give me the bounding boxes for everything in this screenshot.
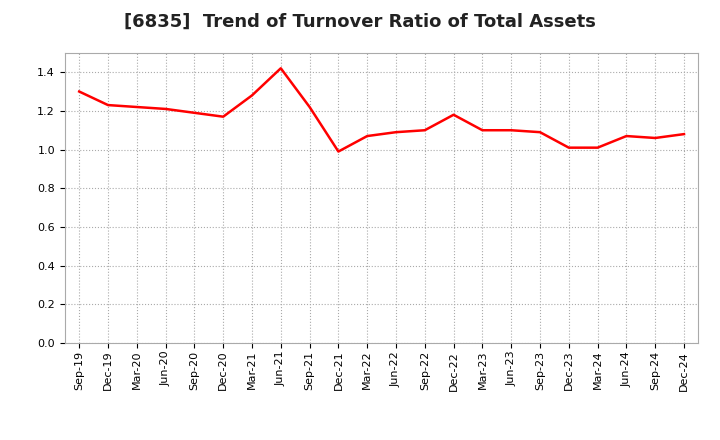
Text: [6835]  Trend of Turnover Ratio of Total Assets: [6835] Trend of Turnover Ratio of Total … [124, 13, 596, 31]
